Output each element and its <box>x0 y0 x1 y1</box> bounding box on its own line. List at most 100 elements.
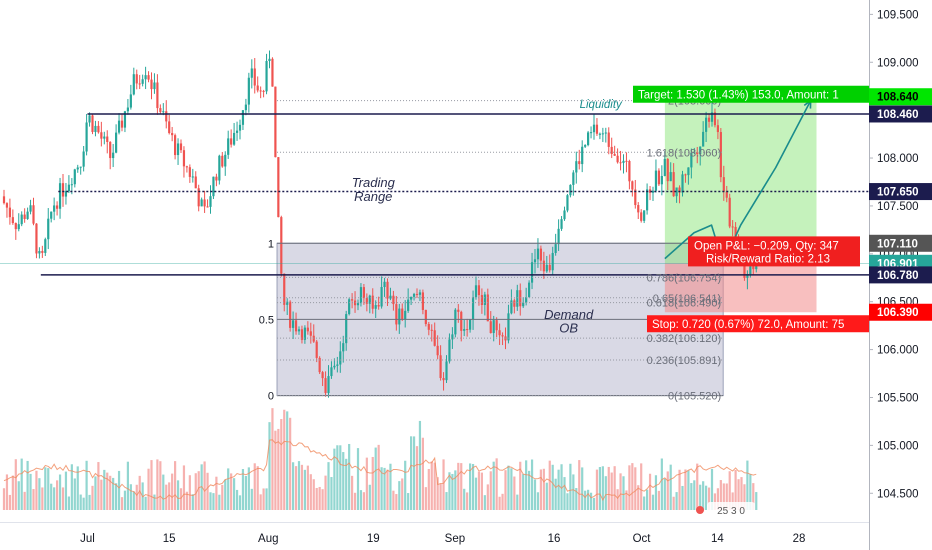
candle-body <box>498 330 501 336</box>
candle-body <box>44 239 47 253</box>
pnl-label-bg[interactable] <box>688 236 860 267</box>
position-layer[interactable]: Target: 1.530 (1.43%) 153.0, Amount: 1 St… <box>633 85 869 333</box>
candle-body <box>457 309 460 312</box>
volume-bar <box>474 477 478 510</box>
candle-body <box>581 146 584 165</box>
levels-layer[interactable] <box>0 113 869 276</box>
candle-body <box>321 372 324 379</box>
candle-body <box>292 320 295 328</box>
candle-body <box>566 195 569 211</box>
candle-body <box>123 111 127 128</box>
volume-bar <box>719 480 722 510</box>
price-tag-bg[interactable] <box>869 183 932 201</box>
price-tag-bg[interactable] <box>869 266 932 284</box>
candle-body <box>50 211 53 219</box>
candle-body <box>424 309 427 325</box>
candle-body <box>283 273 286 305</box>
candle-body <box>112 152 115 159</box>
candle-body <box>551 252 554 271</box>
candle-body <box>725 191 728 198</box>
time-axis[interactable]: Jul 15 Aug 19 Sep 16 Oct 14 28 <box>0 522 869 546</box>
volume-bar <box>85 460 88 510</box>
candle-body <box>471 297 475 320</box>
timestamp-text: 25 3 0 <box>717 506 745 517</box>
volume-bar <box>501 493 504 510</box>
candle-body <box>64 191 68 197</box>
candle-body <box>699 146 702 155</box>
candle-body <box>412 293 416 297</box>
volume-bar <box>451 473 454 510</box>
volume-bar <box>610 472 613 510</box>
candle-body <box>560 219 563 229</box>
candle-body <box>221 155 224 167</box>
candle-body <box>445 361 448 381</box>
candle-body <box>356 303 360 306</box>
target-label-bg[interactable] <box>633 85 869 103</box>
candle-body <box>433 330 436 346</box>
volume-bar <box>622 476 625 510</box>
volume-bar <box>687 470 690 510</box>
volume-bar <box>702 481 705 510</box>
candle-body <box>38 250 41 254</box>
volume-bar <box>191 494 194 510</box>
volume-bar <box>368 484 371 510</box>
volume-bar <box>50 483 53 510</box>
candle-body <box>563 210 566 220</box>
price-tag-bg[interactable] <box>869 303 932 321</box>
volume-bar <box>120 497 124 510</box>
volume-bar <box>333 448 336 510</box>
timestamp-dot <box>696 506 704 514</box>
price-tick-label: 108.000 <box>877 153 919 165</box>
volume-bar <box>135 484 138 510</box>
volume-bar <box>640 463 643 510</box>
volume-bar <box>657 490 660 510</box>
candle-body <box>138 83 141 85</box>
candle-body <box>442 378 445 381</box>
volume-bar <box>643 496 646 510</box>
candle-body <box>144 75 147 80</box>
stop-label-bg[interactable] <box>647 315 869 333</box>
price-tick-label: 105.000 <box>877 440 919 452</box>
candle-body <box>598 133 601 135</box>
volume-bar <box>460 463 463 510</box>
volume-bar <box>545 482 548 510</box>
volume-bar <box>115 483 118 510</box>
candle-body <box>67 184 70 192</box>
rr-label: Risk/Reward Ratio: 2.13 <box>706 253 830 265</box>
volume-bar <box>312 479 315 510</box>
volume-bar <box>168 482 171 510</box>
candle-body <box>253 68 256 86</box>
volume-bar <box>79 494 82 510</box>
candle-body <box>628 161 631 182</box>
candle-body <box>286 301 289 305</box>
volume-bar <box>53 487 56 510</box>
volume-bar <box>551 464 554 510</box>
volume-bar <box>348 443 351 510</box>
candle-body <box>421 292 424 310</box>
volume-bar <box>153 494 156 510</box>
candle-body <box>631 181 634 190</box>
volume-bar <box>707 487 711 510</box>
volume-bar <box>477 471 481 510</box>
price-tag-bg[interactable] <box>869 234 932 252</box>
candle-body <box>539 248 542 261</box>
candle-body <box>463 329 466 331</box>
candle-body <box>274 86 277 158</box>
candle-body <box>634 189 637 206</box>
candle-body <box>469 319 472 330</box>
volume-bar <box>557 469 560 510</box>
fib-level-label: 0.65(106.541) <box>653 293 722 305</box>
candle-body <box>607 132 610 147</box>
volume-bar <box>297 461 301 510</box>
volume-bar <box>351 475 354 510</box>
candle-body <box>545 264 548 272</box>
price-tag-bg[interactable] <box>869 88 932 106</box>
price-axis[interactable]: 109.500109.000108.500108.000107.500107.0… <box>869 0 932 550</box>
price-tag-bg[interactable] <box>869 105 932 123</box>
fib-layer[interactable]: 10.502(108.600)1.618(108.060)0.786(106.7… <box>259 96 724 403</box>
candle-body <box>622 160 625 163</box>
volume-bar <box>233 478 236 510</box>
candle-body <box>398 308 401 325</box>
